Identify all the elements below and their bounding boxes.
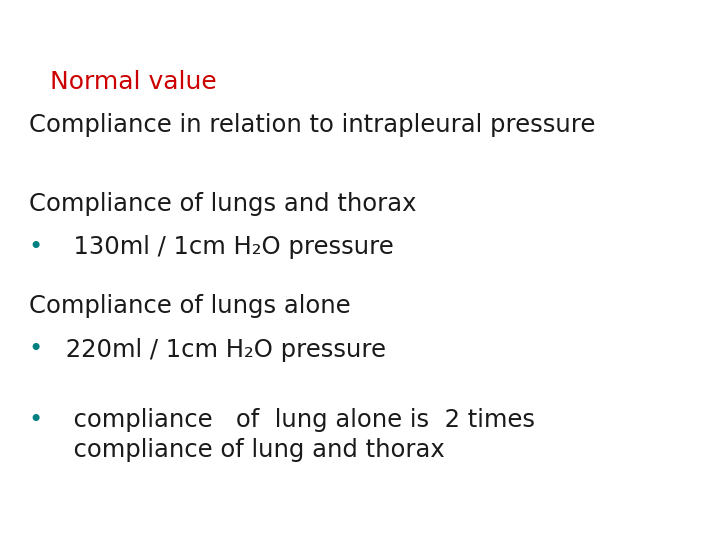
Text: •: • [29, 408, 43, 431]
Text: 220ml / 1cm H₂O pressure: 220ml / 1cm H₂O pressure [58, 338, 386, 361]
Text: Normal value: Normal value [50, 70, 217, 94]
Text: compliance   of  lung alone is  2 times
  compliance of lung and thorax: compliance of lung alone is 2 times comp… [58, 408, 534, 462]
Text: 130ml / 1cm H₂O pressure: 130ml / 1cm H₂O pressure [58, 235, 393, 259]
Text: Compliance in relation to intrapleural pressure: Compliance in relation to intrapleural p… [29, 113, 595, 137]
Text: Compliance of lungs alone: Compliance of lungs alone [29, 294, 351, 318]
Text: Compliance of lungs and thorax: Compliance of lungs and thorax [29, 192, 416, 215]
Text: •: • [29, 338, 43, 361]
Text: •: • [29, 235, 43, 259]
